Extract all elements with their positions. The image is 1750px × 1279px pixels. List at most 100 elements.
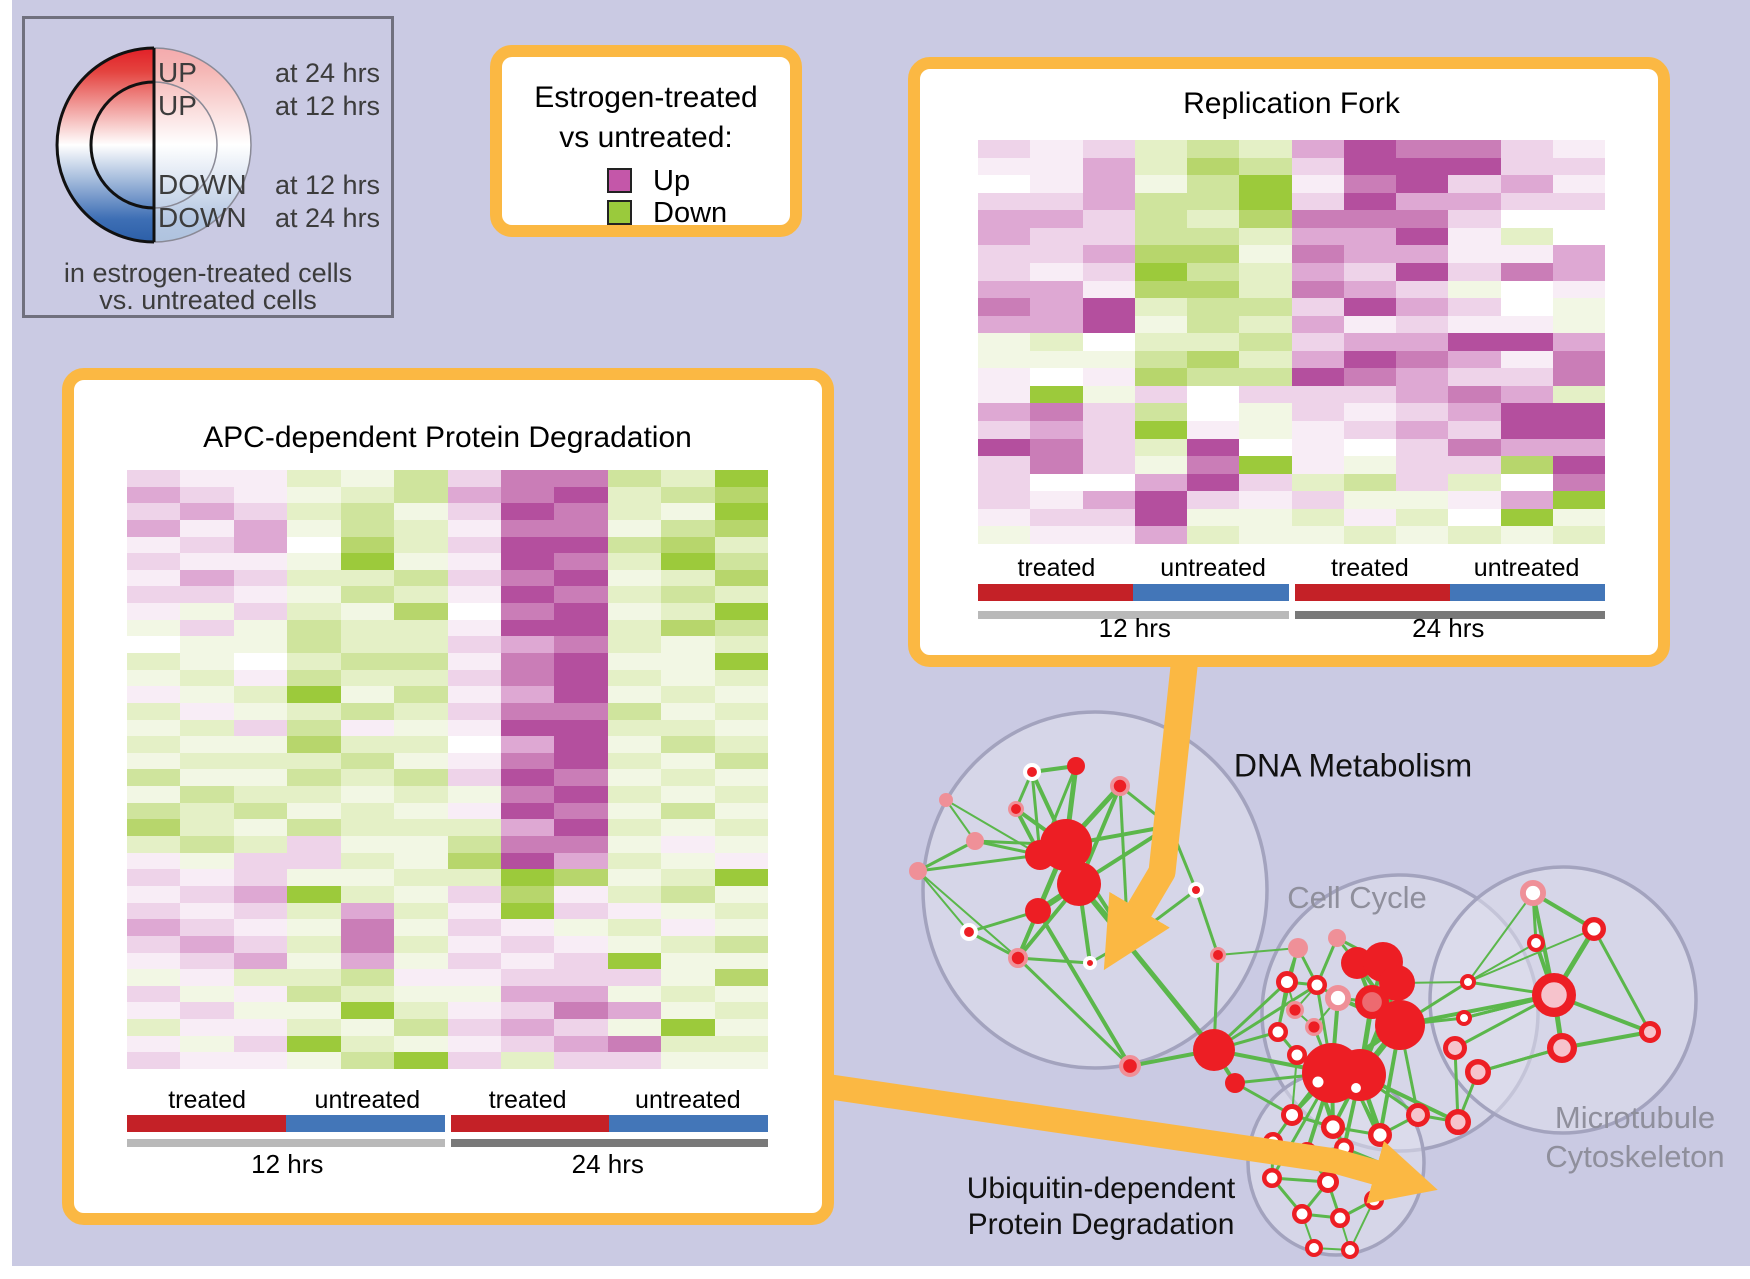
heatmap-cell	[1082, 245, 1135, 263]
heatmap-cell	[447, 1002, 501, 1020]
heatmap-cell	[233, 519, 288, 537]
network-node-rw	[1305, 1239, 1324, 1258]
heatmap-cell	[554, 935, 608, 953]
heatmap-cell	[180, 885, 234, 903]
heatmap-cell	[1134, 473, 1187, 492]
down-label: Down	[653, 197, 728, 229]
heatmap-cell	[500, 985, 555, 1003]
heatmap-cell	[1448, 140, 1501, 158]
heatmap-cell	[233, 836, 288, 853]
heatmap-cell	[127, 603, 181, 620]
heatmap-cell	[180, 486, 234, 504]
heatmap-cell	[1396, 192, 1449, 211]
heatmap-cell	[394, 669, 448, 687]
heatmap-cell	[1134, 192, 1187, 211]
heatmap-cell	[554, 902, 608, 920]
heatmap-cell	[1030, 438, 1083, 457]
heatmap-cell	[1187, 192, 1240, 211]
network-node-rw	[1316, 1170, 1339, 1193]
heatmap-cell	[1448, 210, 1501, 228]
heatmap-cell	[978, 508, 1031, 527]
heatmap-cell	[180, 603, 234, 620]
heatmap-cell	[1134, 262, 1187, 281]
heatmap-cell	[1030, 385, 1083, 404]
heatmap-cell	[661, 985, 715, 1003]
heatmap-cell	[1552, 227, 1605, 246]
network-node-sr	[1008, 801, 1025, 818]
heatmap-cell	[607, 569, 662, 587]
heatmap-cell	[554, 969, 608, 986]
estrogen-legend-box: Estrogen-treated vs untreated: Up Down	[490, 45, 802, 237]
heatmap-cell	[394, 636, 448, 653]
heatmap-cell	[287, 536, 341, 554]
heatmap-cell	[1396, 456, 1449, 474]
heatmap-cell	[127, 619, 181, 637]
heatmap-cell	[554, 769, 608, 787]
heatmap-cell	[661, 1035, 715, 1053]
heatmap-cell	[1134, 526, 1187, 544]
heatmap-cell	[1396, 262, 1449, 281]
panel-to-cluster-arrows	[822, 646, 1438, 1204]
bar-24hrs	[1294, 611, 1605, 619]
network-edge	[1592, 928, 1652, 1033]
heatmap-cell	[340, 919, 395, 936]
treatment-group-label: untreated	[314, 1086, 421, 1114]
heatmap-cell	[287, 935, 341, 953]
heatmap-cell	[287, 619, 341, 637]
heatmap-cell	[978, 526, 1031, 544]
treated-bar	[1294, 584, 1450, 601]
heatmap-cell	[1291, 175, 1344, 193]
heatmap-cell	[394, 503, 448, 520]
heatmap-cell	[1134, 245, 1187, 263]
heatmap-cell	[180, 919, 234, 936]
heatmap-cell	[1239, 157, 1292, 176]
heatmap-cell	[340, 519, 395, 537]
heatmap-cell	[1030, 210, 1083, 228]
heatmap-cell	[1030, 456, 1083, 474]
network-edge	[1399, 993, 1555, 1027]
heatmap-cell	[340, 935, 395, 953]
estrogen-legend-title-line2: vs untreated:	[559, 121, 733, 154]
heatmap-cell	[978, 368, 1031, 386]
heatmap-cell	[607, 919, 662, 936]
heatmap-cell	[1396, 175, 1449, 193]
apc-time-labels: 12 hrs 24 hrs	[127, 1151, 768, 1177]
heatmap-cell	[500, 869, 555, 886]
estrogen-legend-title-line1: Estrogen-treated	[534, 81, 758, 114]
rf-time-labels: 12 hrs 24 hrs	[978, 615, 1605, 641]
network-node-rp	[1531, 972, 1576, 1017]
heatmap-cell	[1030, 140, 1083, 158]
heatmap-cell	[180, 1035, 234, 1053]
heatmap-cell	[1134, 403, 1187, 421]
heatmap-cell	[554, 702, 608, 720]
heatmap-cell	[233, 702, 288, 720]
heatmap-cell	[1030, 403, 1083, 421]
heatmap-cell	[1500, 403, 1553, 421]
heatmap-cell	[1082, 192, 1135, 211]
heatmap-cell	[127, 885, 181, 903]
heatmap-cell	[180, 503, 234, 520]
heatmap-cell	[714, 619, 768, 637]
heatmap-cell	[127, 569, 181, 587]
heatmap-cell	[340, 836, 395, 853]
network-node-sp	[966, 832, 984, 850]
heatmap-cell	[714, 819, 768, 837]
heatmap-cell	[978, 491, 1031, 509]
heatmap-cell	[661, 769, 715, 787]
heatmap-cell	[1082, 385, 1135, 404]
ring-label-down-outer: DOWN	[158, 202, 247, 233]
heatmap-cell	[1291, 385, 1344, 404]
heatmap-cell	[340, 636, 395, 653]
heatmap-cell	[394, 719, 448, 737]
heatmap-cell	[287, 969, 341, 986]
heatmap-cell	[500, 786, 555, 803]
heatmap-cell	[1448, 491, 1501, 509]
heatmap-cell	[1448, 333, 1501, 351]
heatmap-cell	[1500, 368, 1553, 386]
heatmap-cell	[1187, 298, 1240, 316]
heatmap-cell	[180, 636, 234, 653]
heatmap-cell	[1343, 175, 1396, 193]
heatmap-cell	[607, 669, 662, 687]
estrogen-legend-frame	[490, 45, 802, 237]
network-edge	[1017, 956, 1091, 965]
